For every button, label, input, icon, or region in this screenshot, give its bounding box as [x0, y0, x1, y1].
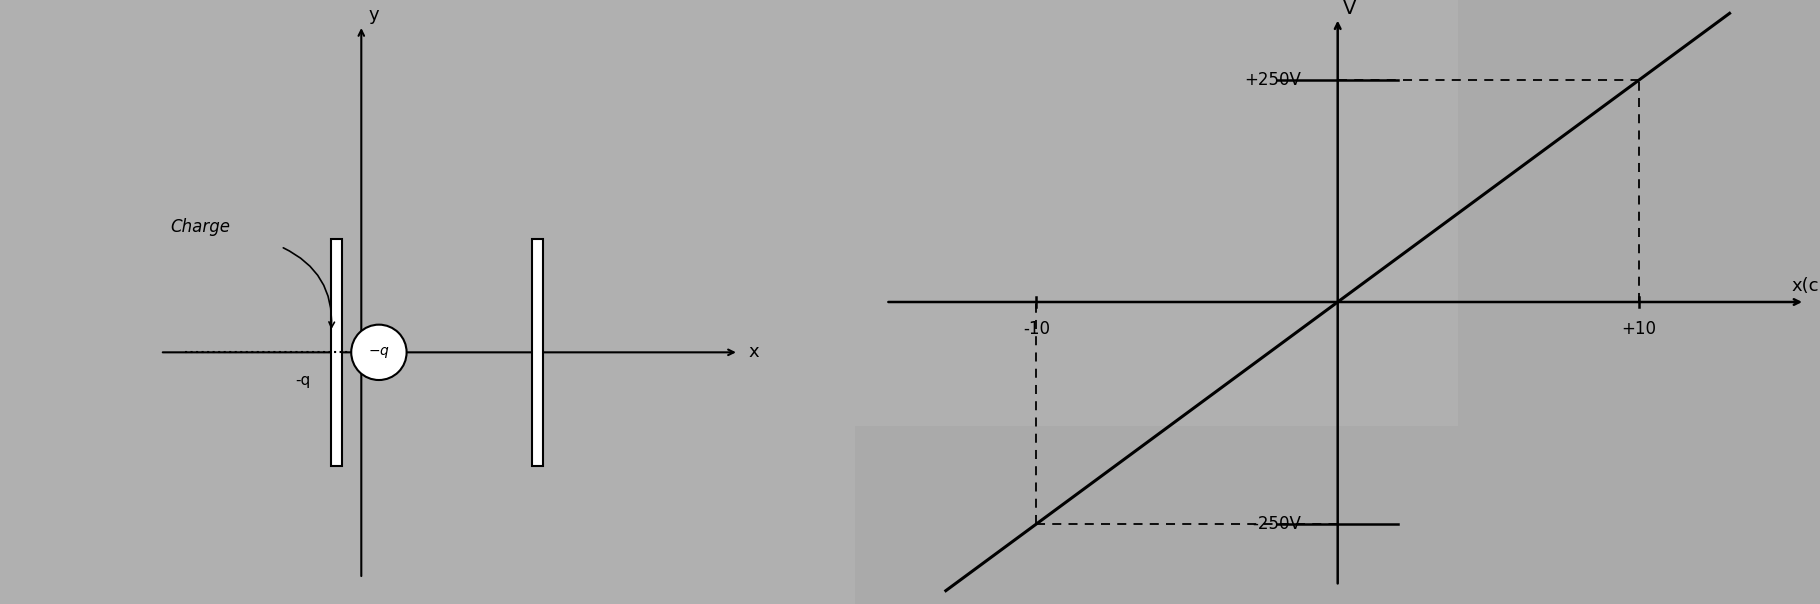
Bar — [331, 239, 342, 466]
Text: $-q$: $-q$ — [368, 345, 389, 360]
Bar — [855, 0, 1097, 293]
Bar — [855, 426, 1820, 604]
Text: Charge: Charge — [169, 217, 229, 236]
Text: x: x — [748, 343, 759, 361]
Text: -250V: -250V — [1252, 515, 1301, 533]
Bar — [531, 239, 542, 466]
Text: x(cm): x(cm) — [1791, 277, 1820, 295]
Text: +10: +10 — [1622, 320, 1656, 338]
Text: +250V: +250V — [1245, 71, 1301, 89]
Text: -q: -q — [295, 373, 311, 388]
Text: y: y — [369, 6, 380, 24]
Text: -10: -10 — [1023, 320, 1050, 338]
Bar — [1458, 0, 1820, 604]
Bar — [855, 0, 1458, 426]
Circle shape — [351, 325, 406, 380]
Text: V: V — [1343, 0, 1356, 18]
